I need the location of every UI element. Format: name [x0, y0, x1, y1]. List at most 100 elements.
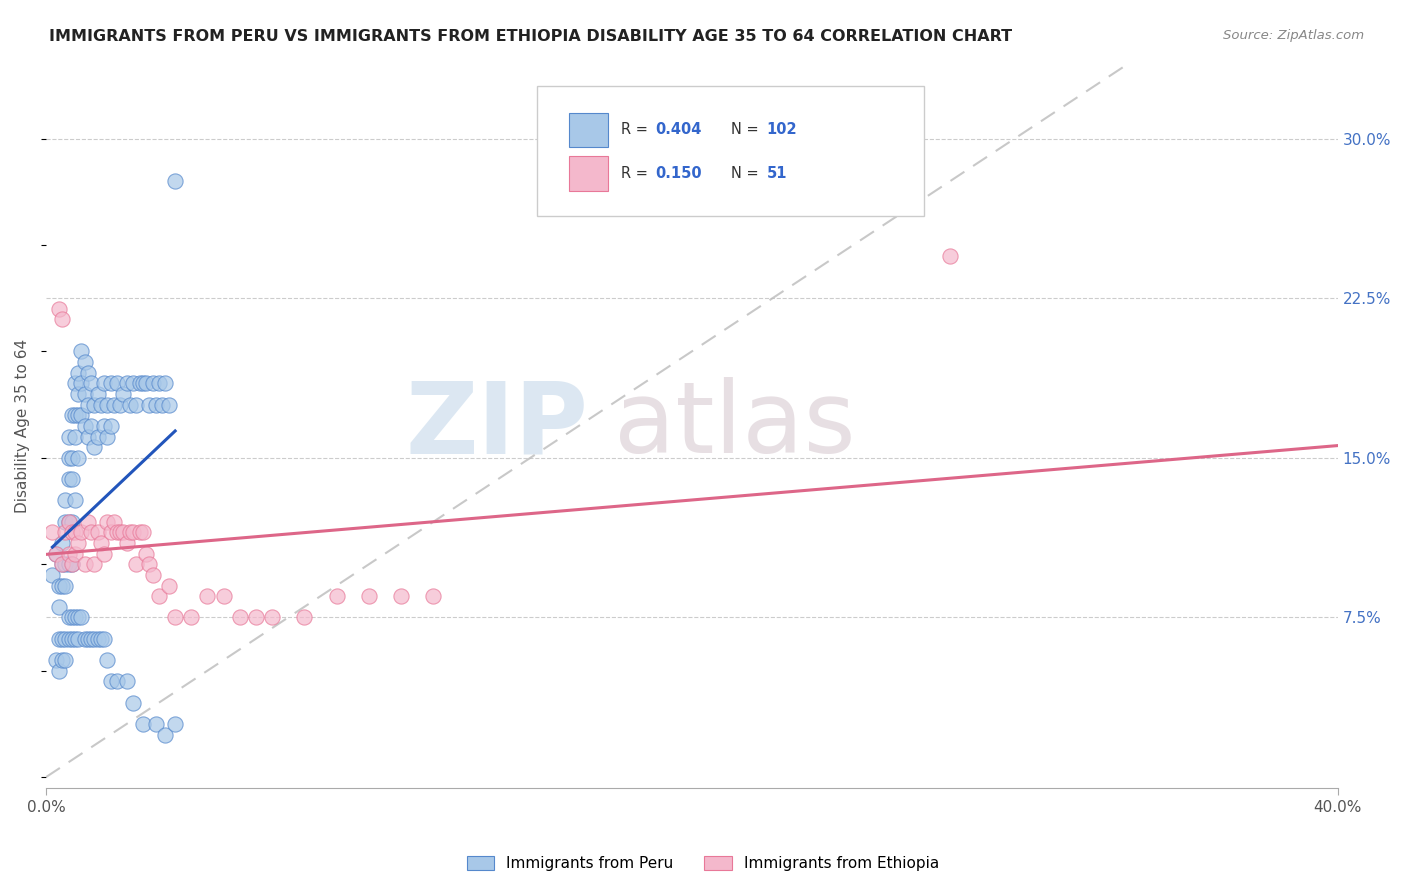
Point [58, 429, 80, 443]
Point [67, 387, 90, 401]
Point [48, 664, 70, 678]
Point [70, 344, 93, 359]
Text: Source: ZipAtlas.com: Source: ZipAtlas.com [1223, 29, 1364, 42]
Point [148, 376, 170, 391]
Point [115, 674, 138, 689]
Point [70, 376, 93, 391]
Point [48, 578, 70, 592]
Point [80, 632, 103, 646]
Point [70, 525, 93, 540]
Point [96, 653, 118, 667]
Point [325, 589, 347, 603]
Point [180, 610, 202, 624]
Point [105, 674, 128, 689]
Point [77, 366, 100, 380]
Point [141, 376, 163, 391]
Point [60, 515, 83, 529]
Point [212, 589, 235, 603]
Point [77, 429, 100, 443]
Point [135, 547, 157, 561]
Text: 0.404: 0.404 [655, 122, 702, 137]
Point [93, 632, 115, 646]
Point [58, 515, 80, 529]
Point [86, 387, 108, 401]
Point [51, 536, 73, 550]
Point [128, 525, 150, 540]
Point [77, 515, 100, 529]
Point [100, 674, 122, 689]
Point [96, 515, 118, 529]
Point [90, 536, 112, 550]
Point [357, 589, 380, 603]
Point [165, 610, 187, 624]
Text: 0.150: 0.150 [655, 166, 702, 181]
Point [86, 632, 108, 646]
Point [96, 429, 118, 443]
Point [67, 450, 90, 465]
Point [145, 398, 167, 412]
Point [63, 376, 86, 391]
Point [90, 632, 112, 646]
Point [148, 589, 170, 603]
Text: 102: 102 [766, 122, 797, 137]
Point [60, 558, 83, 572]
Point [110, 398, 132, 412]
Point [122, 376, 145, 391]
Point [93, 418, 115, 433]
Point [51, 558, 73, 572]
Point [103, 398, 125, 412]
Point [245, 610, 267, 624]
Point [58, 558, 80, 572]
Point [125, 558, 148, 572]
Point [422, 589, 444, 603]
Point [157, 398, 180, 412]
Text: N =: N = [731, 122, 763, 137]
Point [80, 376, 103, 391]
Point [45, 547, 67, 561]
Point [80, 525, 103, 540]
Point [100, 376, 122, 391]
Point [53, 632, 76, 646]
Point [63, 547, 86, 561]
Point [138, 398, 160, 412]
Point [155, 376, 177, 391]
Point [86, 525, 108, 540]
Point [138, 558, 160, 572]
Point [100, 418, 122, 433]
Text: R =: R = [621, 122, 652, 137]
Point [228, 610, 250, 624]
Point [48, 301, 70, 316]
Point [53, 653, 76, 667]
Point [51, 578, 73, 592]
Point [48, 599, 70, 614]
Point [112, 525, 135, 540]
Point [60, 558, 83, 572]
Point [67, 632, 90, 646]
Point [118, 398, 141, 412]
Point [60, 409, 83, 423]
Point [48, 632, 70, 646]
Point [58, 547, 80, 561]
Point [80, 418, 103, 433]
Point [67, 536, 90, 550]
Point [60, 632, 83, 646]
Point [96, 398, 118, 412]
Text: ZIP: ZIP [405, 377, 589, 475]
Point [150, 398, 173, 412]
Point [53, 558, 76, 572]
Point [45, 547, 67, 561]
Point [110, 525, 132, 540]
Point [128, 376, 150, 391]
Text: atlas: atlas [614, 377, 856, 475]
Point [58, 450, 80, 465]
Point [260, 610, 283, 624]
Point [90, 398, 112, 412]
Text: N =: N = [731, 166, 768, 181]
Point [51, 558, 73, 572]
Point [73, 387, 96, 401]
Point [67, 366, 90, 380]
Point [63, 493, 86, 508]
Point [60, 450, 83, 465]
Point [63, 610, 86, 624]
Point [67, 610, 90, 624]
